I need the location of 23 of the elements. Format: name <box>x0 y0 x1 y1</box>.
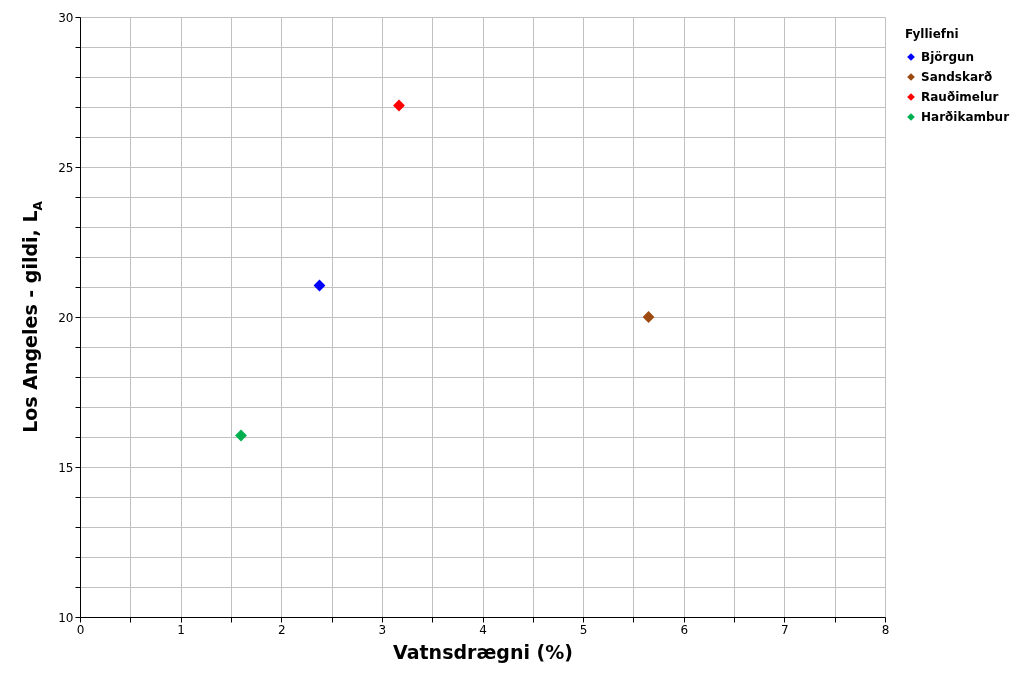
legend-label: Harðikambur <box>921 110 1010 124</box>
x-axis-title: Vatnsdrægni (%) <box>393 640 573 663</box>
point <box>235 429 247 442</box>
y-tick-label: 25 <box>58 160 74 175</box>
y-tick-label: 15 <box>58 460 74 475</box>
x-tick-label: 0 <box>76 622 85 637</box>
point <box>393 99 405 112</box>
y-tick-label: 20 <box>58 310 74 325</box>
legend-label: Rauðimelur <box>921 90 999 104</box>
y-tick-label: 10 <box>58 610 74 625</box>
x-tick-label: 2 <box>277 622 286 637</box>
x-tick-label: 5 <box>579 622 588 637</box>
legend-label: Björgun <box>921 50 975 64</box>
x-tick-label: 6 <box>680 622 689 637</box>
x-tick-label: 7 <box>781 622 789 637</box>
x-tick-label: 1 <box>177 622 185 637</box>
point <box>642 311 655 323</box>
x-tick-label: 3 <box>378 622 387 637</box>
legend-label: Sandskarð <box>921 70 993 84</box>
x-tick-label: 8 <box>881 622 890 637</box>
legend-title: Fylliefni <box>905 27 959 41</box>
x-tick-label: 4 <box>479 622 487 637</box>
y-tick-label: 30 <box>58 10 74 25</box>
